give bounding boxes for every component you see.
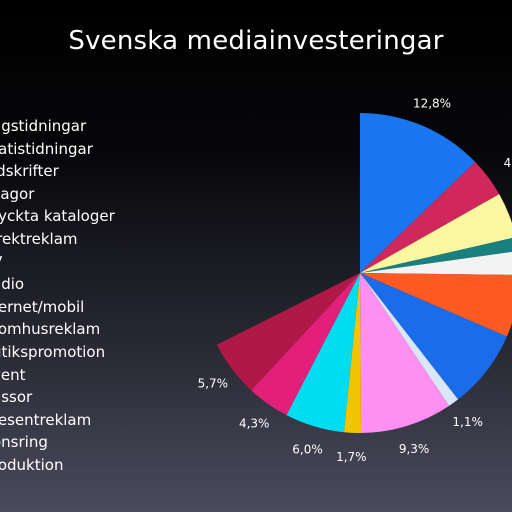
- pie-slice: [216, 273, 360, 391]
- pie-slice: [343, 273, 362, 434]
- pie-slice: [360, 273, 512, 337]
- pie-slices: [216, 113, 512, 434]
- legend-item: ratistidningar: [0, 139, 93, 158]
- slice-value-label: 12,8%: [413, 97, 451, 111]
- legend-item: resentreklam: [0, 410, 92, 429]
- chart-title: Svenska mediainvesteringar: [68, 26, 444, 56]
- slice-value-label: 4: [504, 156, 512, 170]
- legend-item: agstidningar: [0, 117, 87, 135]
- legend-item: ryckta kataloger: [0, 207, 115, 226]
- legend-item: irektreklam: [0, 230, 78, 248]
- pie-value-labels: 12,8% 4 1,1% 9,3% 1,7% 6,0% 4,3% 5,7%: [198, 97, 512, 464]
- slice-value-label: 5,7%: [198, 376, 229, 390]
- legend-item: tomhusreklam: [0, 320, 101, 339]
- pie-slice: [360, 238, 512, 273]
- pie-slice: [286, 273, 360, 433]
- slice-value-label: 6,0%: [292, 442, 323, 456]
- slice-value-label: 1,1%: [452, 415, 483, 429]
- pie-slice: [360, 194, 512, 273]
- legend-item: utikspromotion: [0, 343, 106, 361]
- legend-item: vent: [0, 365, 26, 384]
- legend-item: onsring: [0, 433, 48, 452]
- pie-slice: [360, 273, 507, 400]
- slice-value-label: 9,3%: [399, 442, 430, 456]
- legend-item: ilagor: [0, 184, 35, 203]
- pie-slice: [360, 162, 500, 273]
- pie-slice: [360, 251, 512, 275]
- legend-item: roduktion: [0, 456, 64, 474]
- legend-item: adio: [0, 275, 25, 294]
- legend-item: idskrifter: [0, 162, 59, 181]
- pie-slice: [251, 273, 360, 416]
- pie-slice: [360, 273, 459, 406]
- pie-slice: [360, 113, 476, 273]
- pie-slice: [360, 273, 450, 433]
- legend-item: ässor: [0, 388, 33, 407]
- slice-value-label: 4,3%: [239, 417, 270, 431]
- slice-value-label: 1,7%: [336, 450, 367, 464]
- legend-item: V: [0, 252, 2, 272]
- legend-item: ternet/mobil: [0, 297, 85, 316]
